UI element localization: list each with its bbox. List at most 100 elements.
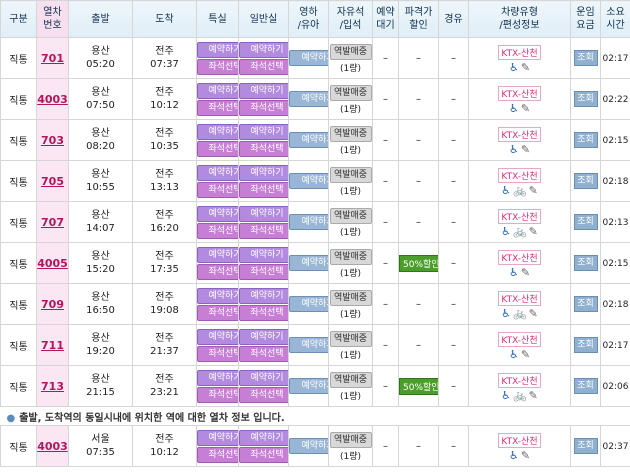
train-number-link[interactable]: 705 — [41, 174, 64, 188]
general-reserve-button[interactable]: 예약하기 — [239, 123, 288, 140]
fare-inquire-button[interactable]: 조회 — [573, 132, 598, 148]
first-class-seat-select-button[interactable]: 좌석선택 — [197, 58, 238, 75]
standing-sale-button[interactable]: 역발매중 — [329, 43, 372, 60]
general-reserve-button[interactable]: 예약하기 — [239, 429, 288, 446]
vehicle-icons: ♿ ✎ — [470, 348, 570, 361]
fare-inquire-button[interactable]: 조회 — [573, 173, 598, 189]
train-number-link[interactable]: 4003 — [37, 92, 68, 106]
ktx-sancheon-label[interactable]: KTX-산천 — [498, 290, 541, 306]
standing-sale-button[interactable]: 역발매중 — [329, 371, 372, 388]
general-seat-select-button[interactable]: 좌석선택 — [239, 446, 288, 463]
ktx-sancheon-label[interactable]: KTX-산천 — [498, 372, 541, 388]
fare-inquire-button[interactable]: 조회 — [573, 337, 598, 353]
first-class-seat-select-button[interactable]: 좌석선택 — [197, 446, 238, 463]
child-reserve-button[interactable]: 예약하기 — [289, 173, 328, 189]
fare-inquire-button[interactable]: 조회 — [573, 50, 598, 66]
general-reserve-button[interactable]: 예약하기 — [239, 328, 288, 345]
general-reserve-button[interactable]: 예약하기 — [239, 164, 288, 181]
first-class-reserve-button[interactable]: 예약하기 — [197, 246, 238, 263]
first-class-reserve-button[interactable]: 예약하기 — [197, 82, 238, 99]
standing-sale-button[interactable]: 역발매중 — [329, 207, 372, 224]
train-number-link[interactable]: 701 — [41, 51, 64, 65]
general-seat-select-button[interactable]: 좌석선택 — [239, 140, 288, 157]
child-reserve-button[interactable]: 예약하기 — [289, 255, 328, 271]
fare-inquire-button[interactable]: 조회 — [573, 91, 598, 107]
child-reserve-button[interactable]: 예약하기 — [289, 378, 328, 394]
fare-inquire-button[interactable]: 조회 — [573, 214, 598, 230]
child-reserve-button[interactable]: 예약하기 — [289, 296, 328, 312]
ktx-sancheon-label[interactable]: KTX-산천 — [498, 126, 541, 142]
standing-sale-button[interactable]: 역발매중 — [329, 125, 372, 142]
seat-info-icon: ✎ — [520, 60, 531, 74]
first-class-reserve-button[interactable]: 예약하기 — [197, 287, 238, 304]
general-reserve-button[interactable]: 예약하기 — [239, 369, 288, 386]
first-class-seat-select-button[interactable]: 좌석선택 — [197, 140, 238, 157]
general-reserve-button[interactable]: 예약하기 — [239, 205, 288, 222]
first-class-reserve-button[interactable]: 예약하기 — [197, 205, 238, 222]
train-number-link[interactable]: 4003 — [37, 439, 68, 453]
general-reserve-button[interactable]: 예약하기 — [239, 246, 288, 263]
child-reserve-button[interactable]: 예약하기 — [289, 214, 328, 230]
first-class-seat-select-button[interactable]: 좌석선택 — [197, 345, 238, 362]
fare-inquire-button[interactable]: 조회 — [573, 255, 598, 271]
general-seat-select-button[interactable]: 좌석선택 — [239, 58, 288, 75]
fare-inquire-button[interactable]: 조회 — [573, 438, 598, 454]
general-seat-select-button[interactable]: 좌석선택 — [239, 99, 288, 116]
train-number-link[interactable]: 707 — [41, 215, 64, 229]
standing-sale-button[interactable]: 역발매중 — [329, 330, 372, 347]
train-number-link[interactable]: 713 — [41, 379, 64, 393]
first-class-reserve-button[interactable]: 예약하기 — [197, 41, 238, 58]
column-header: 구분 — [0, 0, 37, 38]
general-seat-select-button[interactable]: 좌석선택 — [239, 386, 288, 403]
ktx-sancheon-label[interactable]: KTX-산천 — [498, 44, 541, 60]
ktx-sancheon-label[interactable]: KTX-산천 — [498, 208, 541, 224]
ktx-sancheon-label[interactable]: KTX-산천 — [498, 331, 541, 347]
standing-sale-button[interactable]: 역발매중 — [329, 289, 372, 306]
general-reserve-button[interactable]: 예약하기 — [239, 82, 288, 99]
discount-badge[interactable]: 50%할인 — [399, 377, 438, 395]
general-reserve-button[interactable]: 예약하기 — [239, 41, 288, 58]
standing-sale-button[interactable]: 역발매중 — [329, 84, 372, 101]
general-seat-select-button[interactable]: 좌석선택 — [239, 263, 288, 280]
fare-inquire-button[interactable]: 조회 — [573, 296, 598, 312]
first-class-seat-select-button[interactable]: 좌석선택 — [197, 222, 238, 239]
first-class-reserve-button[interactable]: 예약하기 — [197, 123, 238, 140]
standing-sale-button[interactable]: 역발매중 — [329, 431, 372, 448]
first-class-reserve-button[interactable]: 예약하기 — [197, 429, 238, 446]
general-seat-select-button[interactable]: 좌석선택 — [239, 181, 288, 198]
departure-station: 용산 — [91, 374, 110, 385]
ktx-sancheon-label[interactable]: KTX-산천 — [498, 167, 541, 183]
first-class-seat-select-button[interactable]: 좌석선택 — [197, 263, 238, 280]
general-reserve-button[interactable]: 예약하기 — [239, 287, 288, 304]
standing-sale-button[interactable]: 역발매중 — [329, 166, 372, 183]
child-reserve-button[interactable]: 예약하기 — [289, 91, 328, 107]
child-reserve-button[interactable]: 예약하기 — [289, 438, 328, 454]
train-number-link[interactable]: 703 — [41, 133, 64, 147]
discount-badge[interactable]: 50%할인 — [399, 254, 438, 272]
fare-inquire-button[interactable]: 조회 — [573, 378, 598, 394]
child-reserve-button[interactable]: 예약하기 — [289, 132, 328, 148]
child-reserve-button[interactable]: 예약하기 — [289, 337, 328, 353]
first-class-seat-select-button[interactable]: 좌석선택 — [197, 304, 238, 321]
first-class-seat-select-button[interactable]: 좌석선택 — [197, 99, 238, 116]
arrival-station: 전주 — [155, 251, 174, 262]
standing-sale-button[interactable]: 역발매중 — [329, 248, 372, 265]
train-number-link[interactable]: 4005 — [37, 256, 68, 270]
train-type: 직통 — [9, 259, 28, 271]
seat-info-icon: ✎ — [520, 101, 531, 115]
ktx-sancheon-label[interactable]: KTX-산천 — [498, 85, 541, 101]
general-seat-select-button[interactable]: 좌석선택 — [239, 222, 288, 239]
first-class-seat-select-button[interactable]: 좌석선택 — [197, 386, 238, 403]
first-class-reserve-button[interactable]: 예약하기 — [197, 164, 238, 181]
first-class-reserve-button[interactable]: 예약하기 — [197, 328, 238, 345]
child-reserve-button[interactable]: 예약하기 — [289, 50, 328, 66]
general-seat-select-button[interactable]: 좌석선택 — [239, 345, 288, 362]
first-class-seat-select-button[interactable]: 좌석선택 — [197, 181, 238, 198]
ktx-sancheon-label[interactable]: KTX-산천 — [498, 432, 541, 448]
first-class-reserve-button[interactable]: 예약하기 — [197, 369, 238, 386]
train-number-link[interactable]: 711 — [41, 338, 64, 352]
train-number-link[interactable]: 709 — [41, 297, 64, 311]
ktx-sancheon-label[interactable]: KTX-산천 — [498, 249, 541, 265]
general-seat-select-button[interactable]: 좌석선택 — [239, 304, 288, 321]
